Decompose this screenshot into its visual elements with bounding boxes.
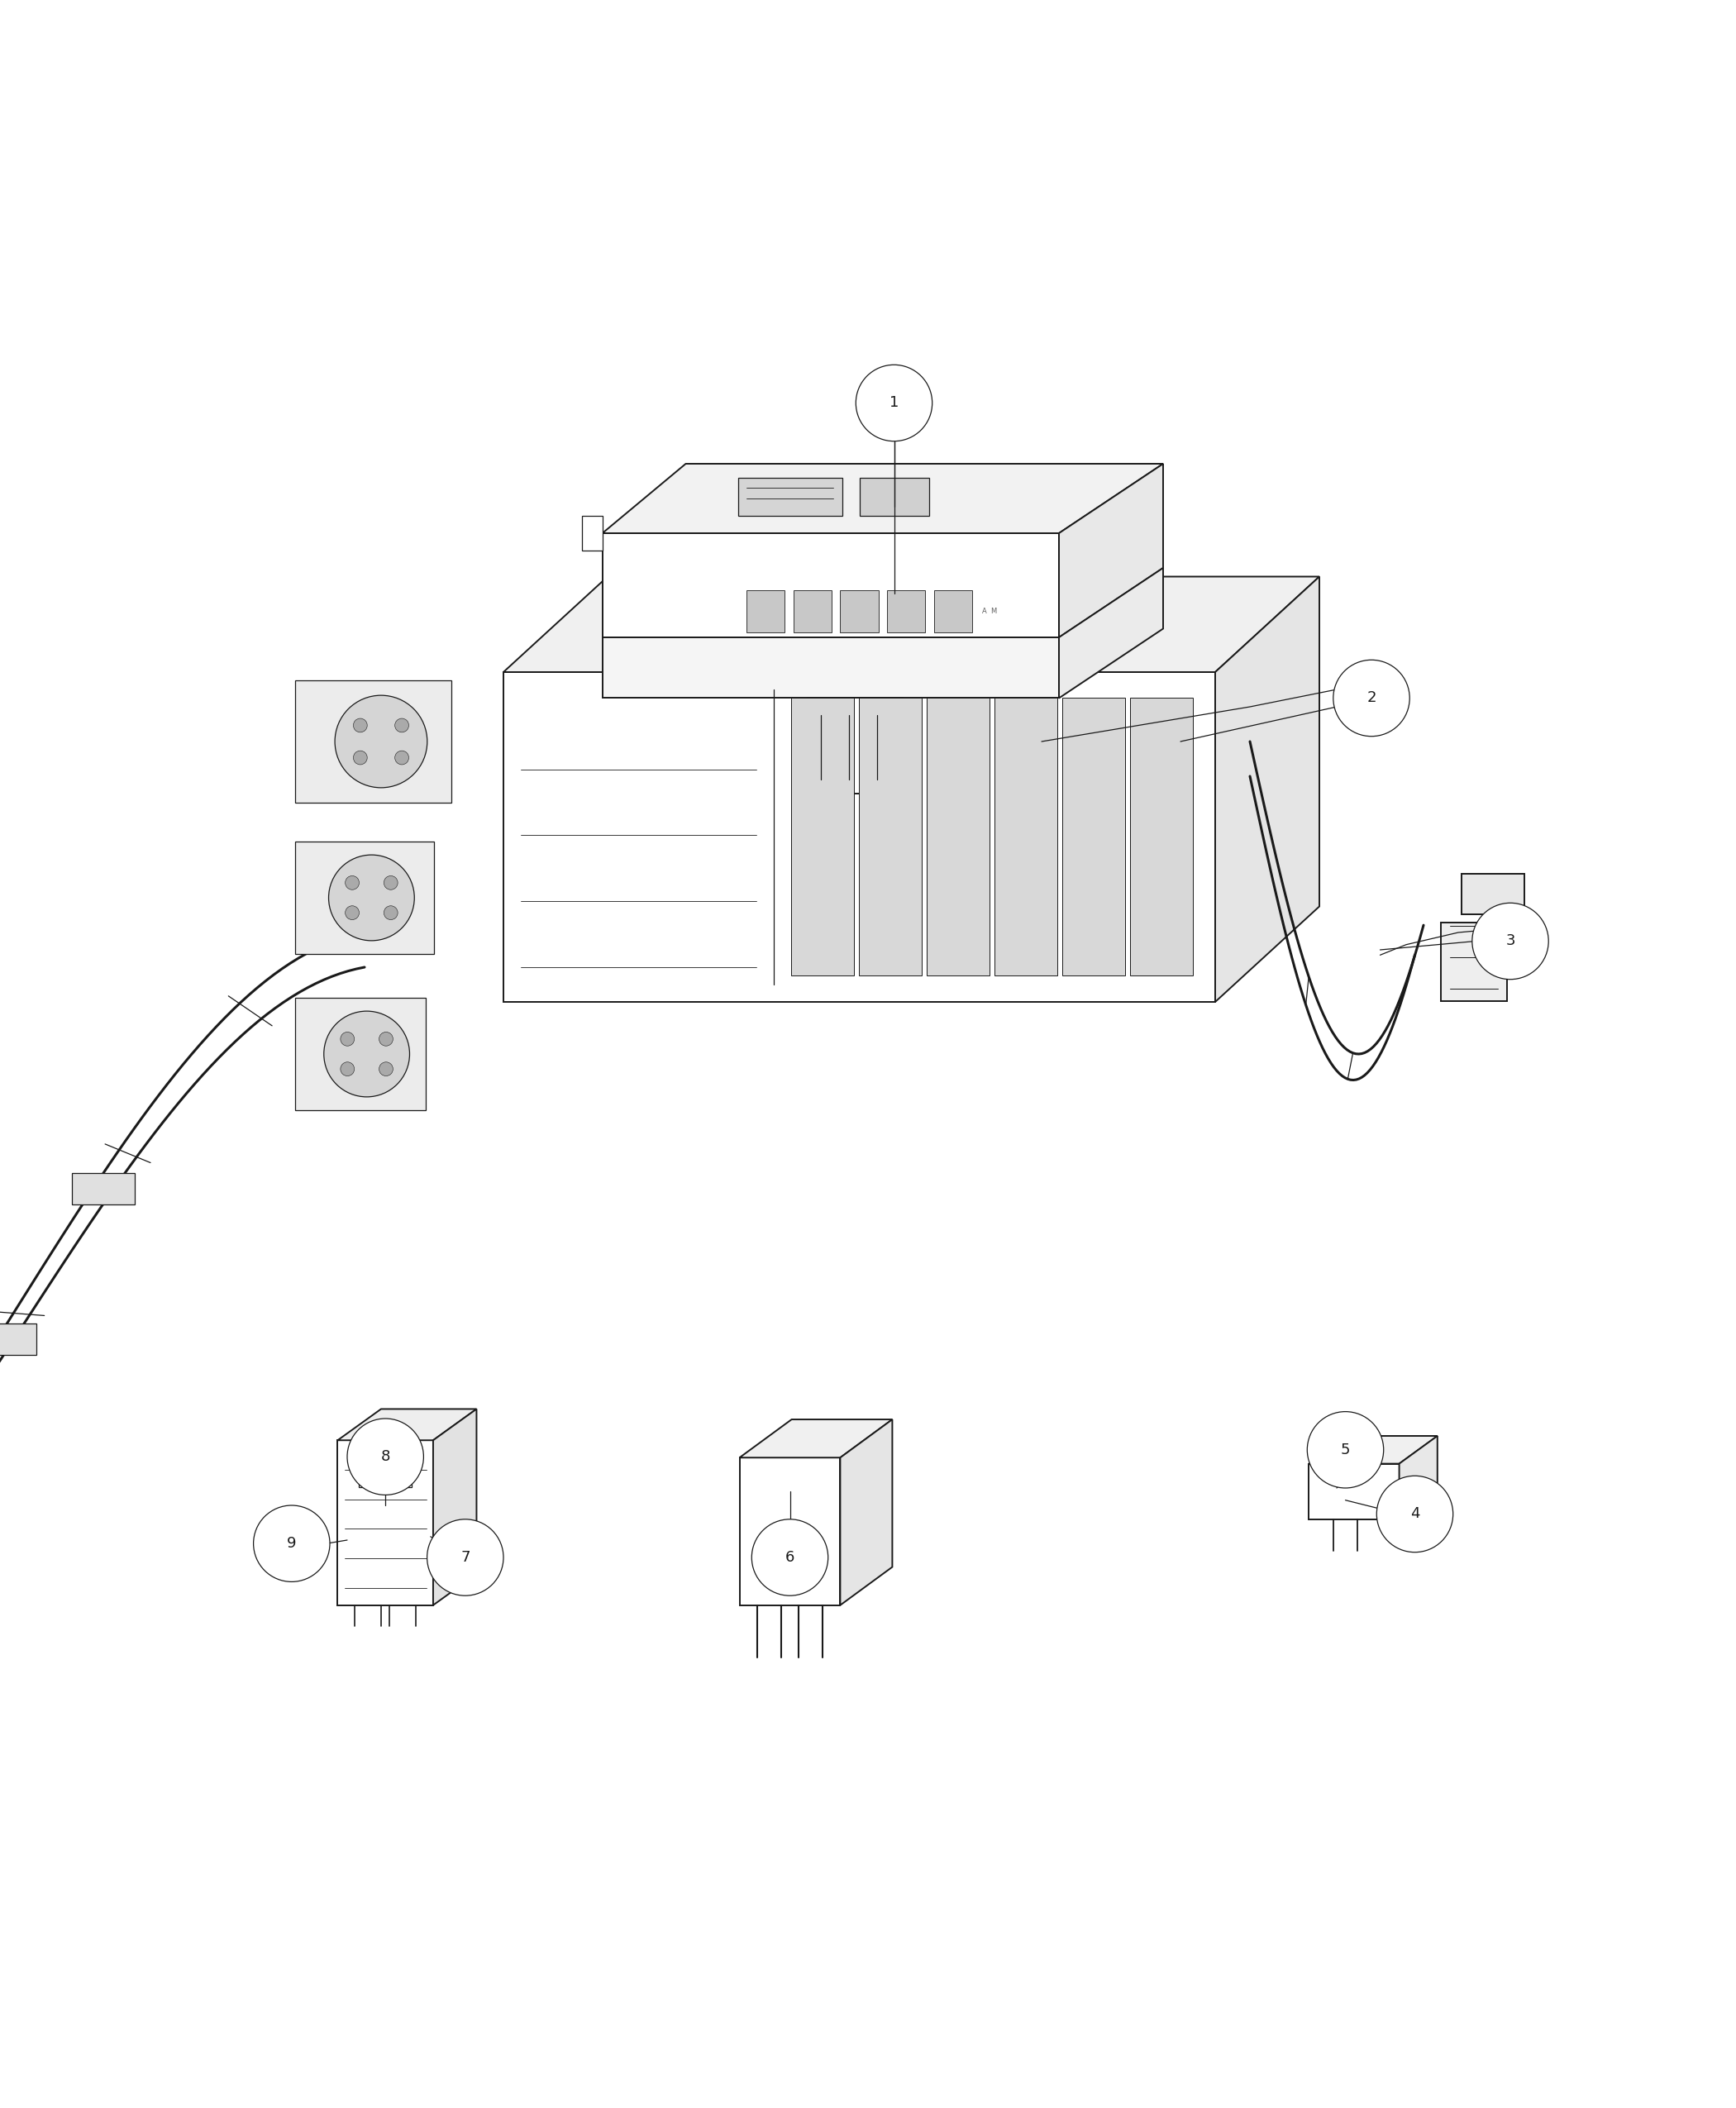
Circle shape	[345, 875, 359, 890]
Polygon shape	[503, 672, 1215, 1001]
Polygon shape	[582, 516, 602, 550]
Polygon shape	[1399, 1436, 1437, 1520]
Polygon shape	[434, 1408, 476, 1604]
Circle shape	[253, 1505, 330, 1581]
Circle shape	[427, 1520, 503, 1596]
Polygon shape	[365, 1440, 406, 1471]
Polygon shape	[0, 1324, 36, 1355]
Circle shape	[325, 1012, 410, 1096]
Circle shape	[1333, 660, 1410, 736]
Text: 7: 7	[460, 1549, 470, 1564]
Text: 5: 5	[1340, 1442, 1351, 1457]
Circle shape	[354, 719, 368, 731]
Polygon shape	[1059, 567, 1163, 698]
Text: A  M: A M	[983, 607, 996, 616]
Polygon shape	[859, 479, 929, 516]
Circle shape	[378, 1062, 392, 1075]
Polygon shape	[793, 590, 832, 632]
Text: 4: 4	[1410, 1507, 1420, 1522]
Polygon shape	[840, 1419, 892, 1604]
Polygon shape	[295, 681, 451, 803]
Circle shape	[1307, 1412, 1384, 1488]
Circle shape	[340, 1062, 354, 1075]
Polygon shape	[71, 1172, 134, 1204]
Polygon shape	[746, 590, 785, 632]
Polygon shape	[738, 479, 842, 516]
Polygon shape	[807, 698, 903, 793]
Polygon shape	[740, 1419, 892, 1457]
Polygon shape	[602, 533, 1059, 637]
Polygon shape	[1062, 698, 1125, 976]
Polygon shape	[887, 590, 925, 632]
Polygon shape	[840, 590, 878, 632]
Polygon shape	[1215, 578, 1319, 1001]
Polygon shape	[1441, 923, 1507, 1001]
Text: 8: 8	[380, 1450, 391, 1465]
Circle shape	[394, 719, 408, 731]
Text: 1: 1	[889, 396, 899, 411]
Circle shape	[394, 750, 408, 765]
Polygon shape	[1309, 1436, 1437, 1463]
Circle shape	[328, 856, 415, 940]
Circle shape	[384, 906, 398, 919]
Polygon shape	[740, 1457, 840, 1604]
Text: 2: 2	[1366, 691, 1377, 706]
Polygon shape	[792, 698, 854, 976]
Circle shape	[347, 1419, 424, 1495]
Polygon shape	[337, 1440, 434, 1604]
Text: 6: 6	[785, 1549, 795, 1564]
Polygon shape	[295, 841, 434, 955]
Polygon shape	[1462, 875, 1524, 915]
Polygon shape	[602, 637, 1059, 698]
Polygon shape	[337, 1408, 476, 1440]
Polygon shape	[927, 698, 990, 976]
Polygon shape	[934, 590, 972, 632]
Circle shape	[340, 1033, 354, 1046]
Circle shape	[384, 875, 398, 890]
Circle shape	[354, 750, 368, 765]
Polygon shape	[1059, 464, 1163, 637]
Text: 3: 3	[1505, 934, 1516, 949]
Text: 9: 9	[286, 1537, 297, 1551]
Polygon shape	[1130, 698, 1193, 976]
Circle shape	[378, 1033, 392, 1046]
Circle shape	[335, 696, 427, 788]
Polygon shape	[503, 578, 1319, 672]
Circle shape	[1377, 1476, 1453, 1551]
Polygon shape	[859, 698, 922, 976]
Circle shape	[856, 365, 932, 441]
Polygon shape	[359, 1431, 411, 1486]
Polygon shape	[995, 698, 1057, 976]
Circle shape	[752, 1520, 828, 1596]
Circle shape	[345, 906, 359, 919]
Polygon shape	[295, 997, 425, 1111]
Polygon shape	[602, 464, 1163, 533]
Polygon shape	[1309, 1463, 1399, 1520]
Circle shape	[1472, 902, 1549, 980]
